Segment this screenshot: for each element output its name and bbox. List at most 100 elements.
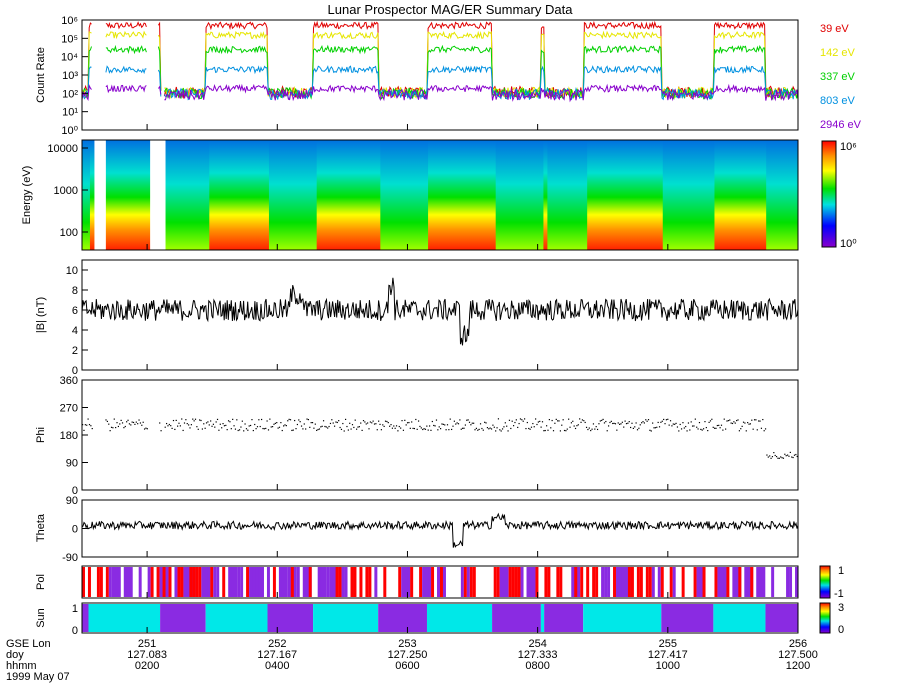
phi-point — [351, 424, 354, 426]
spectrogram-column — [141, 140, 147, 250]
field-ytick-label: 6 — [72, 305, 78, 317]
phi-point — [625, 422, 628, 425]
phi-point — [701, 429, 703, 431]
phi-point — [663, 418, 665, 421]
spectrogram-column — [563, 140, 568, 250]
spectrogram-column — [272, 140, 278, 250]
x-tick-hhmm: 1200 — [786, 660, 810, 672]
phi-point — [503, 426, 505, 428]
phi-point — [748, 423, 750, 425]
phi-point — [501, 428, 504, 430]
phi-point — [620, 423, 622, 425]
polarity-bar — [499, 567, 509, 597]
polarity-bar — [442, 567, 446, 597]
spectrogram-column — [392, 140, 397, 250]
spectrogram-column — [611, 140, 616, 250]
spectrogram-column — [249, 140, 254, 250]
phi-point — [763, 430, 765, 432]
x-tick-lon: 254 — [528, 638, 546, 650]
phi-point — [146, 428, 148, 430]
phi-point — [145, 427, 147, 429]
spectrogram-column — [221, 140, 226, 250]
phi-point — [218, 429, 220, 431]
polarity-bar — [255, 567, 259, 597]
spectrogram-column — [674, 140, 680, 250]
phi-point — [440, 428, 442, 430]
polarity-bar — [437, 567, 440, 597]
spectrogram-column — [360, 140, 365, 250]
phi-point — [719, 427, 721, 429]
phi-point — [481, 427, 483, 430]
energy-panel: 100 1000 10000 Energy (eV) 10⁶ 10⁰ — [21, 139, 857, 251]
phi-point — [687, 422, 690, 424]
spectrogram-column — [129, 140, 135, 250]
polarity-bar — [96, 567, 100, 597]
polarity-bar — [574, 567, 578, 597]
phi-point — [302, 428, 304, 430]
axis-row-label-date: 1999 May 07 — [6, 671, 70, 683]
polarity-bar — [335, 567, 339, 597]
spectrogram-column — [408, 140, 413, 250]
spectrogram-column — [428, 140, 433, 250]
spectrogram-column — [336, 140, 342, 250]
phi-point — [500, 430, 502, 432]
phi-point — [486, 427, 489, 429]
phi-point — [412, 427, 414, 430]
spectrogram-column — [137, 140, 143, 250]
phi-point — [112, 427, 114, 429]
count-rate-ytick-label: 10¹ — [62, 107, 78, 119]
phi-point — [468, 421, 471, 423]
phi-point — [587, 428, 589, 431]
energy-ylabel: Energy (eV) — [21, 166, 33, 225]
phi-point — [185, 419, 187, 421]
polarity-bar — [586, 567, 590, 597]
phi-point — [207, 421, 209, 423]
phi-point — [752, 428, 754, 430]
spectrogram-column — [121, 140, 127, 250]
phi-point — [683, 427, 685, 429]
phi-point — [353, 426, 355, 429]
spectrogram-column — [344, 140, 350, 250]
phi-point — [108, 423, 110, 425]
phi-point — [493, 426, 495, 428]
phi-point — [668, 424, 670, 426]
phi-point — [525, 427, 527, 430]
phi-point — [384, 420, 387, 422]
spectrogram-column — [519, 140, 525, 250]
phi-point — [210, 420, 212, 422]
phi-point — [356, 428, 358, 430]
phi-point — [628, 421, 630, 423]
polarity-bar — [302, 567, 312, 597]
phi-point — [658, 426, 661, 428]
spectrogram-column — [662, 140, 668, 250]
phi-point — [448, 429, 450, 431]
phi-point — [693, 425, 695, 427]
phi-point — [194, 418, 197, 420]
phi-point — [479, 423, 482, 425]
phi-point — [109, 430, 111, 432]
count-rate-ytick-label: 10⁰ — [61, 125, 78, 137]
phi-point — [303, 423, 305, 425]
polarity-bar — [296, 567, 300, 597]
axis-row-label-doy: doy — [6, 649, 24, 661]
axis-row-label-lon: GSE Lon — [6, 638, 51, 650]
spectrogram-column — [340, 140, 346, 250]
phi-point — [378, 420, 380, 422]
sun-segment — [378, 604, 427, 632]
phi-point — [314, 423, 316, 425]
phi-point — [518, 422, 520, 425]
polarity-bar — [508, 567, 512, 597]
phi-point — [758, 420, 760, 422]
count-rate-legend-entry: 142 eV — [820, 47, 856, 59]
phi-point — [294, 419, 296, 422]
phi-point — [583, 420, 585, 422]
phi-point — [434, 425, 436, 427]
x-tick-doy: 127.250 — [388, 649, 428, 661]
sun-segment — [544, 604, 584, 632]
phi-point — [375, 423, 377, 425]
spectrogram-column — [404, 140, 409, 250]
phi-frame — [81, 379, 799, 491]
phi-point — [417, 420, 420, 422]
polarity-colorbar-top: 1 — [838, 565, 844, 577]
phi-point — [423, 428, 425, 430]
